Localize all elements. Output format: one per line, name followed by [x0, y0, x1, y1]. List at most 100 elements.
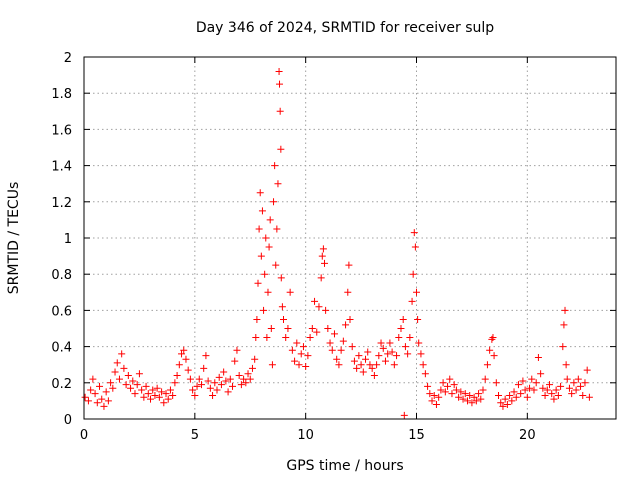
- data-point: [546, 381, 553, 389]
- data-point: [497, 399, 505, 407]
- chart-title: Day 346 of 2024, SRMTID for receiver sul…: [196, 20, 494, 36]
- data-point: [313, 328, 321, 336]
- data-point: [263, 334, 271, 342]
- data-point: [175, 361, 183, 369]
- data-point: [149, 386, 157, 394]
- data-point: [481, 375, 489, 383]
- data-point: [171, 379, 179, 387]
- data-point: [534, 353, 542, 361]
- data-point: [333, 355, 341, 363]
- data-point: [488, 335, 496, 343]
- data-point: [495, 391, 503, 399]
- data-point: [463, 397, 471, 405]
- data-point: [459, 395, 467, 403]
- data-point: [388, 348, 396, 356]
- data-point: [353, 364, 361, 372]
- data-point: [93, 399, 101, 407]
- data-point: [261, 270, 269, 278]
- data-point: [437, 386, 445, 394]
- data-point: [254, 279, 262, 287]
- data-point: [115, 375, 123, 383]
- data-point: [455, 393, 463, 401]
- data-point: [326, 339, 334, 347]
- x-axis: 0 5 10 15 20: [80, 57, 536, 443]
- x-axis-label: GPS time / hours: [286, 458, 403, 474]
- data-point: [284, 325, 292, 332]
- data-point: [124, 372, 132, 380]
- data-point: [479, 386, 487, 394]
- data-point: [489, 334, 497, 342]
- data-point: [206, 384, 214, 392]
- data-point: [244, 370, 252, 378]
- data-point: [397, 325, 405, 332]
- data-point: [272, 261, 280, 269]
- data-point: [229, 382, 237, 390]
- data-point: [565, 384, 573, 392]
- data-point: [297, 350, 305, 358]
- data-point: [521, 386, 529, 394]
- data-point: [362, 355, 370, 363]
- data-point: [528, 375, 536, 383]
- data-point: [466, 391, 474, 399]
- data-point: [138, 386, 146, 394]
- data-point: [435, 393, 443, 401]
- y-tick-label: 1.8: [51, 87, 72, 102]
- data-point: [291, 357, 299, 365]
- data-point: [393, 352, 401, 360]
- data-point: [472, 397, 480, 405]
- data-point: [151, 391, 159, 399]
- data-point: [109, 384, 117, 392]
- data-point: [158, 388, 166, 396]
- y-tick-label: 1: [64, 232, 72, 247]
- data-point: [107, 379, 115, 387]
- data-point: [448, 390, 456, 398]
- data-point: [322, 306, 330, 314]
- data-point: [475, 390, 483, 398]
- data-point: [400, 411, 408, 419]
- data-point: [222, 377, 230, 385]
- data-point: [306, 334, 314, 342]
- data-point: [417, 350, 425, 358]
- data-point: [197, 381, 205, 389]
- data-point: [304, 352, 312, 360]
- data-point: [166, 386, 174, 394]
- y-tick-label: 0.6: [51, 304, 72, 319]
- data-point: [246, 375, 254, 383]
- data-point: [215, 373, 223, 381]
- data-point: [585, 393, 593, 401]
- data-point: [390, 361, 398, 369]
- data-point: [288, 346, 296, 354]
- data-point: [570, 379, 578, 387]
- y-tick-label: 2: [64, 51, 72, 66]
- data-point: [96, 382, 104, 390]
- x-tick-label: 10: [297, 428, 314, 443]
- x-tick-label: 5: [191, 428, 199, 443]
- data-point: [315, 303, 323, 311]
- data-point: [273, 225, 281, 233]
- data-point: [432, 401, 440, 409]
- data-point: [135, 370, 143, 378]
- data-point: [410, 229, 418, 237]
- y-axis: 0 0.2 0.4 0.6 0.8 1 1.2 1.4 1.6 1.8 2: [51, 51, 616, 428]
- data-point: [140, 393, 148, 401]
- data-point: [204, 377, 212, 385]
- data-point: [318, 252, 326, 260]
- data-point: [359, 368, 367, 376]
- data-point: [523, 393, 531, 401]
- data-point: [211, 379, 219, 387]
- data-point: [381, 357, 389, 365]
- data-point: [251, 355, 259, 363]
- data-point: [162, 390, 170, 398]
- data-point: [231, 357, 239, 365]
- data-point: [277, 274, 285, 282]
- data-point: [252, 334, 260, 342]
- data-point: [568, 390, 576, 398]
- y-tick-label: 1.4: [51, 160, 72, 175]
- data-point: [180, 346, 188, 354]
- data-point: [409, 270, 417, 278]
- data-point: [408, 297, 416, 305]
- data-point: [129, 377, 137, 385]
- data-point: [184, 366, 192, 374]
- data-point: [375, 352, 383, 360]
